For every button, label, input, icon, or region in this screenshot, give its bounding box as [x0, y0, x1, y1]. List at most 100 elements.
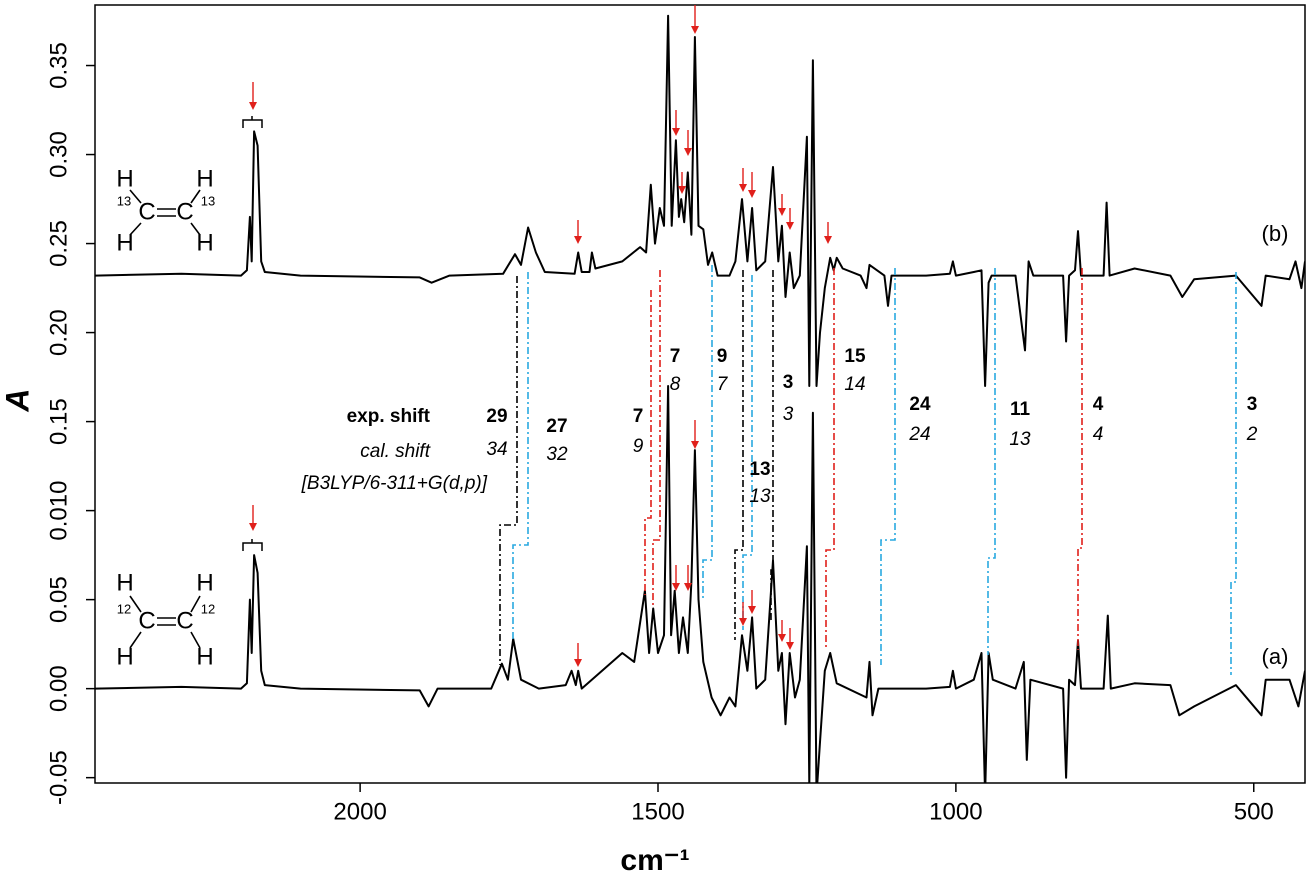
cal-shift: 7 [717, 374, 729, 395]
cal-shift: 2 [1246, 424, 1258, 445]
series-label: (b) [1262, 221, 1289, 246]
y-tick-label: 0.25 [45, 220, 72, 267]
annotation: [B3LYP/6-311+G(d,p)] [301, 473, 488, 494]
exp-shift: 13 [749, 459, 770, 480]
exp-shift: 3 [1247, 394, 1258, 415]
connector [825, 268, 835, 650]
arrow [574, 643, 582, 667]
cal-shift: 4 [1093, 424, 1104, 445]
arrow [249, 505, 257, 531]
exp-shift: 11 [1010, 399, 1031, 420]
arrow [748, 590, 756, 614]
spectra [95, 14, 1305, 783]
exp-shift: 7 [670, 346, 681, 367]
atom: H [116, 165, 133, 192]
exp-shift: 24 [909, 394, 931, 415]
arrow [778, 194, 786, 216]
exp-shift: 3 [783, 372, 794, 393]
exp-shift: 4 [1093, 394, 1104, 415]
cal-shift: 8 [670, 374, 681, 395]
exp-shift: 7 [633, 406, 644, 427]
arrow [786, 628, 794, 650]
arrow [691, 420, 699, 449]
connector [1077, 268, 1083, 650]
x-tick-label: 500 [1234, 798, 1274, 825]
connector [742, 275, 753, 630]
y-tick-label: 0.15 [45, 398, 72, 445]
y-tick-label: 0.00 [45, 665, 72, 712]
atom: C [176, 198, 193, 225]
isotope: 13 [117, 193, 131, 208]
arrow [748, 172, 756, 198]
arrow [574, 220, 582, 244]
arrow [684, 130, 692, 156]
cal-shift: 13 [1009, 429, 1031, 450]
cal-shift: 9 [633, 436, 644, 457]
arrows [249, 5, 832, 667]
atom: H [196, 165, 213, 192]
series-label: (a) [1262, 644, 1289, 669]
spectrum-line [95, 385, 1305, 783]
atom: H [196, 229, 213, 256]
cal-shift: 14 [844, 374, 865, 395]
cal-shift: 3 [783, 404, 794, 425]
arrow [672, 110, 680, 136]
isotope: 12 [117, 601, 131, 616]
atom: C [138, 198, 155, 225]
y-tick-label: 0.010 [45, 481, 72, 541]
y-tick-label: 0.20 [45, 309, 72, 356]
arrow [739, 168, 747, 192]
arrow [786, 208, 794, 230]
x-tick-label: 1000 [929, 798, 982, 825]
cal-shift: 24 [908, 424, 930, 445]
atom: H [196, 569, 213, 596]
cal-shift: 13 [749, 486, 771, 507]
y-tick-label: 0.05 [45, 576, 72, 623]
atom: H [196, 643, 213, 670]
y-tick-label: -0.05 [45, 750, 72, 805]
atom: C [176, 607, 193, 634]
exp-shift: 27 [546, 416, 567, 437]
connector [644, 290, 652, 595]
arrow [739, 602, 747, 626]
atom: H [116, 643, 133, 670]
arrow [824, 222, 832, 244]
connector [1230, 272, 1237, 675]
y-tick-label: 0.35 [45, 42, 72, 89]
connector [652, 270, 661, 605]
y-axis-label: A [0, 388, 35, 412]
connector [770, 270, 774, 620]
cal-shift: 32 [546, 444, 568, 465]
connector [702, 265, 713, 600]
plot-frame [94, 4, 1306, 784]
molecule-a: H H H H C C 12 12 [116, 569, 215, 670]
connector [880, 268, 896, 665]
connector [987, 268, 996, 655]
bonds [129, 189, 201, 236]
connectors [499, 265, 1237, 675]
connector [734, 270, 744, 640]
arrow [249, 82, 257, 110]
arrow [684, 565, 692, 591]
arrow [691, 5, 699, 34]
exp-shift: 29 [486, 406, 507, 427]
connector [512, 272, 529, 640]
atom: H [116, 229, 133, 256]
exp-shift: 15 [844, 346, 866, 367]
isotope: 13 [201, 193, 215, 208]
x-axis-label: cm⁻¹ [620, 844, 689, 877]
molecule-b: H H H H C C 13 13 [116, 165, 215, 256]
arrow [778, 620, 786, 642]
atom: C [138, 607, 155, 634]
x-tick-label: 2000 [333, 798, 386, 825]
y-tick-label: 0.30 [45, 131, 72, 178]
exp-shift: 9 [717, 346, 728, 367]
atom: H [116, 569, 133, 596]
arrow [672, 565, 680, 591]
bracket [242, 116, 263, 128]
annotation: cal. shift [360, 441, 430, 462]
bracket [242, 539, 263, 551]
spectrum-line [95, 14, 1305, 387]
